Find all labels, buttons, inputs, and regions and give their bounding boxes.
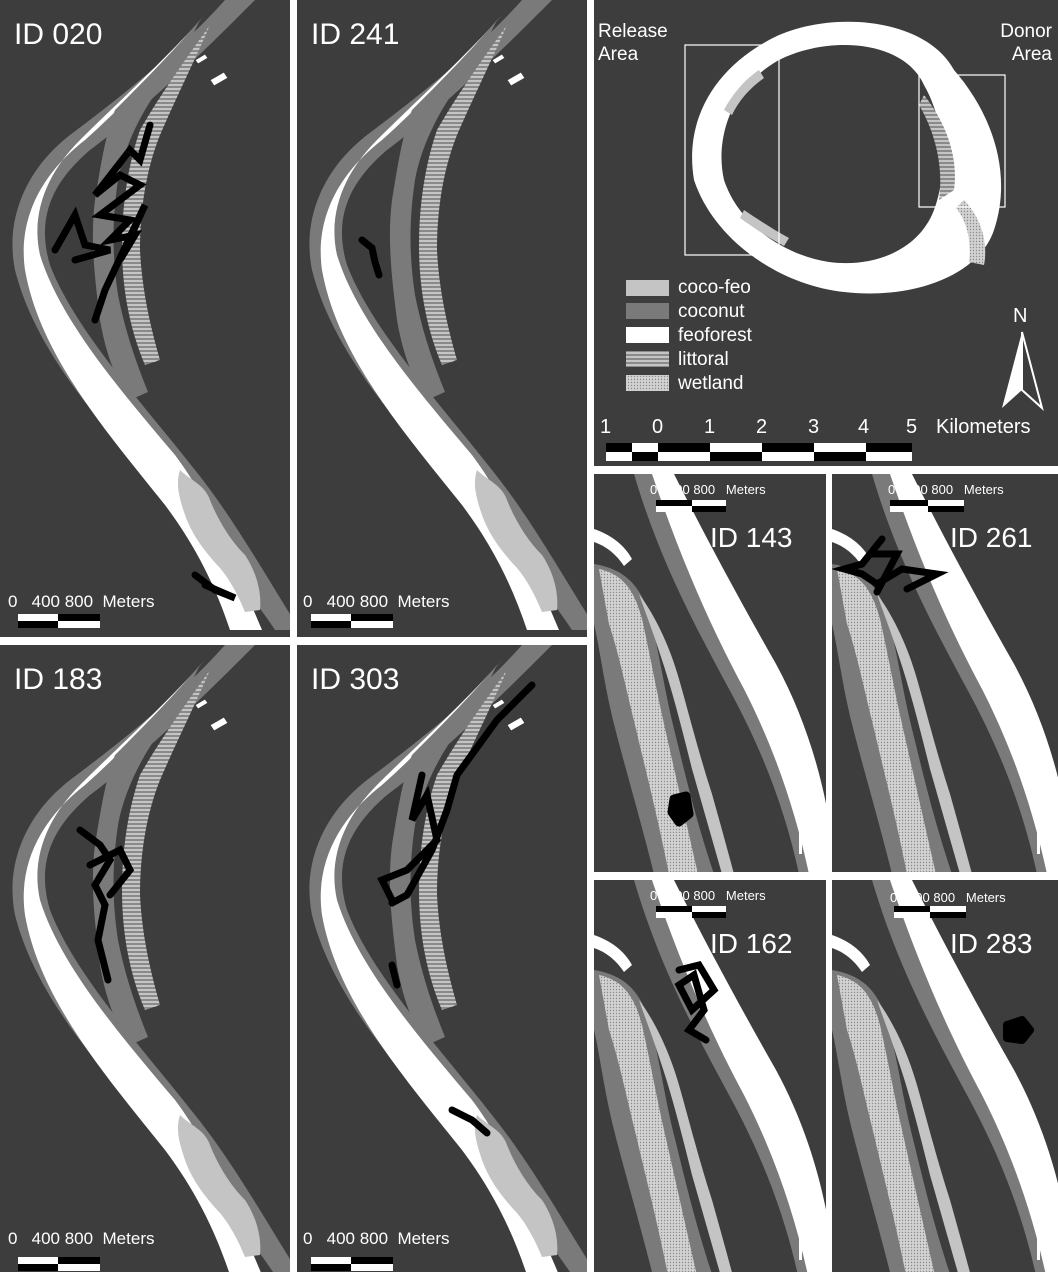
overview-atoll-panel: Release Area Donor Area coco-feo coconut… [594,0,1058,466]
panel-title: ID 283 [950,928,1033,959]
track-id303 [377,681,536,1137]
track-id283 [1003,1016,1034,1044]
panel-title: ID 303 [311,663,400,696]
track-id261 [832,535,949,596]
panel-title: ID 020 [14,18,103,51]
map-panel-id162: 0 400 800 Meters ID 162 [594,880,826,1272]
panel-title: ID 241 [311,18,400,51]
scale-bar-icon [606,443,912,461]
island-map [308,645,587,1272]
north-arrow-icon [1002,331,1044,411]
legend-swatch-icon [626,280,669,296]
track-id020 [51,121,237,602]
legend-swatch-icon [626,327,669,343]
island-map [594,474,826,872]
scale-label: 0 400 800 Meters [303,1229,450,1248]
panel-title: ID 183 [14,663,103,696]
island-map [11,0,290,631]
scale-label: 0 400 800 Meters [303,592,450,611]
legend [626,280,669,391]
scale-label: 0 400 800 Meters [650,888,766,903]
km-tick: 5 [906,416,918,438]
km-tick: 1 [704,416,716,438]
scale-bar-icon [656,500,692,506]
map-panel-id261: 0 400 800 Meters ID 261 [832,474,1058,872]
legend-swatch-icon [626,375,669,391]
scale-bar-icon [311,1257,351,1264]
donor-area-box [918,74,1006,208]
scale-label: 0 400 800 Meters [888,482,1004,497]
km-tick: 0 [652,416,664,438]
legend-swatch-icon [626,351,669,367]
island-map [594,880,826,1272]
km-tick: 4 [858,416,870,438]
scale-label: 0 400 800 Meters [890,890,1006,905]
island-map [308,0,587,631]
donor-label-line2: Area [1011,44,1052,65]
map-panel-id020: ID 020 0 400 800 Meters [0,0,290,637]
track-id143 [667,791,694,827]
legend-label-feoforest: feoforest [678,325,752,346]
scale-bar-icon [656,906,692,912]
donor-area-label: Donor Area [1000,20,1052,66]
north-label: N [1013,305,1028,327]
km-unit: Kilometers [936,416,1031,438]
donor-label-line1: Donor [1000,21,1052,42]
island-map [11,645,290,1272]
legend-label-coconut: coconut [678,301,745,322]
legend-label-wetland: wetland [678,373,744,394]
island-map [832,474,1058,872]
release-label-line2: Area [598,44,639,65]
map-panel-id283: 0 400 800 Meters ID 283 [832,880,1058,1272]
km-tick: 2 [756,416,768,438]
map-panel-id143: 0 400 800 Meters ID 143 [594,474,826,872]
release-area-label: Release Area [598,20,668,66]
panel-title: ID 162 [710,928,793,959]
track-id241 [358,236,383,279]
map-panel-id303: ID 303 0 400 800 Meters [297,645,587,1272]
scale-label: 0 400 800 Meters [650,482,766,497]
scale-bar-icon [18,1257,58,1264]
legend-label-littoral: littoral [678,349,729,370]
release-label-line1: Release [598,21,668,42]
map-panel-id183: ID 183 0 400 800 Meters [0,645,290,1272]
scale-label: 0 400 800 Meters [8,592,155,611]
panel-title: ID 143 [710,522,793,553]
scale-bar-icon [890,500,928,506]
scale-bar-icon [894,906,930,912]
track-id183 [76,826,135,984]
release-area-box [684,44,780,256]
scale-bar-icon [18,614,58,621]
legend-label-coco-feo: coco-feo [678,277,751,298]
atoll-map [606,21,1044,461]
panel-title: ID 261 [950,522,1033,553]
scale-bar-icon [311,614,351,621]
km-tick: 3 [808,416,820,438]
scale-label: 0 400 800 Meters [8,1229,155,1248]
track-id162 [674,960,719,1044]
map-panel-id241: ID 241 0 400 800 Meters [297,0,587,637]
km-tick: 1 [600,416,612,438]
legend-swatch-icon [626,303,669,319]
island-map [832,880,1058,1272]
